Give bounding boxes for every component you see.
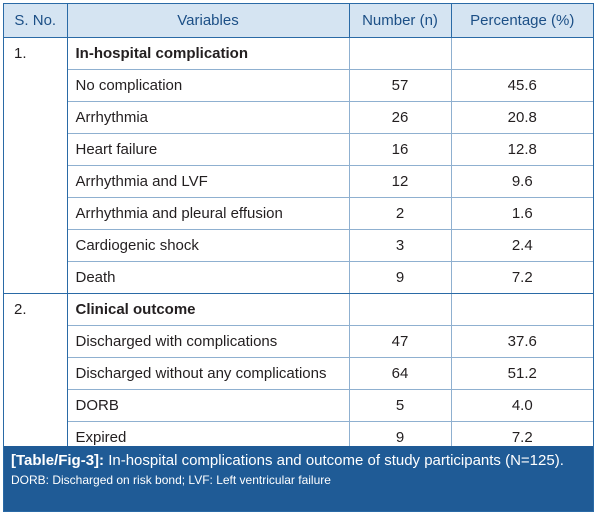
percentage-cell: 7.2 — [451, 261, 593, 294]
header-sno: S. No. — [4, 4, 68, 38]
variable-cell: Death — [67, 261, 350, 294]
percentage-cell: 9.6 — [451, 165, 593, 198]
empty-cell — [451, 293, 593, 326]
table-row: Arrhythmia 26 20.8 — [4, 101, 593, 134]
table-row: Arrhythmia and LVF 12 9.6 — [4, 165, 593, 198]
percentage-cell: 4.0 — [451, 389, 593, 422]
number-cell: 9 — [349, 261, 452, 294]
complications-table: S. No. Variables Number (n) Percentage (… — [4, 4, 593, 454]
variable-cell: Arrhythmia — [67, 101, 350, 134]
number-cell: 12 — [349, 165, 452, 198]
caption-footnote: DORB: Discharged on risk bond; LVF: Left… — [11, 473, 331, 487]
table-figure: S. No. Variables Number (n) Percentage (… — [3, 3, 594, 512]
table-row: Arrhythmia and pleural effusion 2 1.6 — [4, 197, 593, 230]
header-row: S. No. Variables Number (n) Percentage (… — [4, 4, 593, 38]
table-row: DORB 5 4.0 — [4, 389, 593, 422]
table-row: Discharged with complications 47 37.6 — [4, 325, 593, 358]
section-row: 2. Clinical outcome — [4, 293, 593, 454]
section-row: 1. In-hospital complication — [4, 37, 593, 294]
section-number: 1. — [4, 37, 68, 294]
section-title: In-hospital complication — [67, 37, 350, 70]
percentage-cell: 51.2 — [451, 357, 593, 390]
empty-cell — [349, 293, 452, 326]
variable-cell: Cardiogenic shock — [67, 229, 350, 262]
table-row: Death 9 7.2 — [4, 261, 593, 294]
variable-cell: No complication — [67, 69, 350, 102]
number-cell: 3 — [349, 229, 452, 262]
caption-title: [Table/Fig-3]: In-hospital complications… — [11, 452, 585, 470]
section-title: Clinical outcome — [67, 293, 350, 326]
number-cell: 5 — [349, 389, 452, 422]
number-cell: 16 — [349, 133, 452, 166]
header-variables: Variables — [67, 4, 350, 38]
percentage-cell: 37.6 — [451, 325, 593, 358]
number-cell: 57 — [349, 69, 452, 102]
percentage-cell: 12.8 — [451, 133, 593, 166]
percentage-cell: 20.8 — [451, 101, 593, 134]
table-row: No complication 57 45.6 — [4, 69, 593, 102]
empty-cell — [451, 37, 593, 70]
table-row: Discharged without any complications 64 … — [4, 357, 593, 390]
variable-cell: Arrhythmia and LVF — [67, 165, 350, 198]
percentage-cell: 2.4 — [451, 229, 593, 262]
caption-label: [Table/Fig-3]: — [11, 452, 105, 469]
percentage-cell: 45.6 — [451, 69, 593, 102]
variable-cell: Discharged without any complications — [67, 357, 350, 390]
caption-text: In-hospital complications and outcome of… — [104, 452, 564, 469]
header-percentage: Percentage (%) — [451, 4, 593, 38]
variable-cell: Arrhythmia and pleural effusion — [67, 197, 350, 230]
number-cell: 64 — [349, 357, 452, 390]
number-cell: 47 — [349, 325, 452, 358]
variable-cell: Discharged with complications — [67, 325, 350, 358]
section-number: 2. — [4, 293, 68, 454]
empty-cell — [349, 37, 452, 70]
header-number: Number (n) — [349, 4, 452, 38]
number-cell: 2 — [349, 197, 452, 230]
table-row: Cardiogenic shock 3 2.4 — [4, 229, 593, 262]
variable-cell: DORB — [67, 389, 350, 422]
table-caption: [Table/Fig-3]: In-hospital complications… — [4, 446, 593, 511]
number-cell: 26 — [349, 101, 452, 134]
table-row: Heart failure 16 12.8 — [4, 133, 593, 166]
percentage-cell: 1.6 — [451, 197, 593, 230]
variable-cell: Heart failure — [67, 133, 350, 166]
